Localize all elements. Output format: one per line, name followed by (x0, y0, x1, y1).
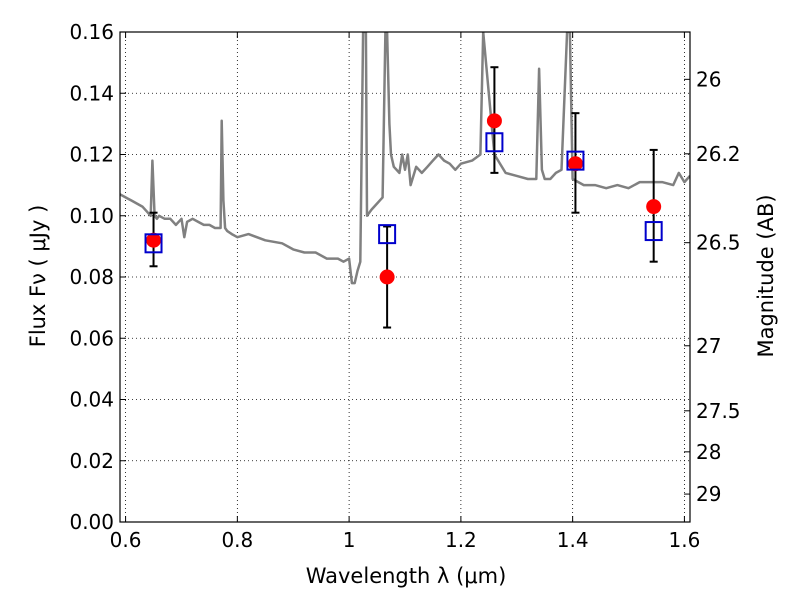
observed-point (379, 269, 395, 285)
observed-point-layer (146, 113, 662, 285)
observed-point (646, 199, 662, 215)
y-tick-label: 0.14 (69, 81, 114, 105)
y2-tick-label: 28 (696, 440, 721, 464)
y-tick-label: 0.02 (69, 449, 114, 473)
y2-tick-label: 29 (696, 482, 721, 506)
x-tick-label: 0.8 (221, 528, 253, 552)
model-point (485, 132, 504, 153)
x-tick-label: 0.6 (110, 528, 142, 552)
model-point (144, 233, 163, 254)
sed-line-layer (120, 32, 690, 285)
model-point-layer (144, 132, 663, 254)
y-axis-label: Flux Fν ( μJy ) (26, 205, 50, 348)
y2-tick-label: 27 (696, 334, 721, 358)
observed-point (146, 232, 162, 248)
y-tick-label: 0.06 (69, 326, 114, 350)
tick-layer: 0.6 0.8 1 1.2 1.4 1.6 0.00 0.02 0.04 0.06 0.08 0.10… (69, 20, 740, 552)
x-tick-label: 1.2 (445, 528, 477, 552)
x-tick-label: 1.6 (669, 528, 701, 552)
y-tick-label: 0.10 (69, 204, 114, 228)
y-tick-label: 0.04 (69, 388, 114, 412)
x-tick-label: 1 (343, 528, 356, 552)
y2-tick-label: 26 (696, 67, 721, 91)
observed-point (567, 156, 583, 172)
y2-tick-label: 26.5 (696, 231, 741, 255)
y-tick-label: 0.12 (69, 143, 114, 167)
grid (120, 31, 690, 523)
y-tick-label: 0.16 (69, 20, 114, 44)
y2-tick-label: 27.5 (696, 399, 741, 423)
sed-line (120, 32, 690, 285)
x-axis-label: Wavelength λ (μm) (306, 564, 507, 588)
x-tick-label: 1.4 (557, 528, 589, 552)
y-tick-label: 0.08 (69, 265, 114, 289)
model-point (566, 150, 585, 171)
model-point (378, 224, 397, 245)
error-bar-layer (149, 66, 658, 329)
y2-axis-label: Magnitude (AB) (754, 194, 778, 357)
model-point (644, 221, 663, 242)
observed-point (486, 113, 502, 129)
y-tick-label: 0.00 (69, 510, 114, 534)
y2-tick-label: 26.2 (696, 142, 741, 166)
